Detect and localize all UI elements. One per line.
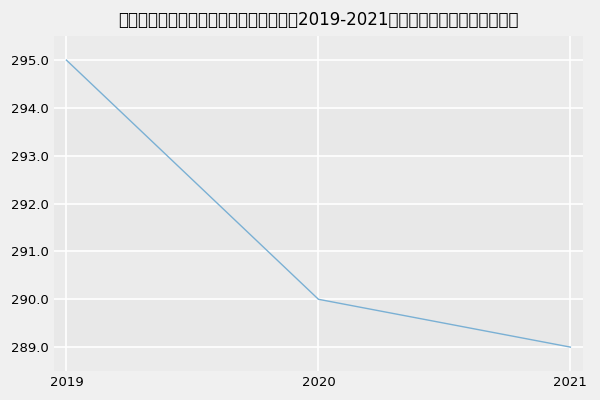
Bar [54,299,583,347]
Bar [54,156,583,204]
Bar [54,252,583,299]
Bar [54,108,583,156]
Bar [54,60,583,108]
Title: 内蒙古医科大学第一临床医学院内科学（2019-2021历年复试）研究生录取分数线: 内蒙古医科大学第一临床医学院内科学（2019-2021历年复试）研究生录取分数线 [118,11,518,29]
Bar [54,204,583,252]
